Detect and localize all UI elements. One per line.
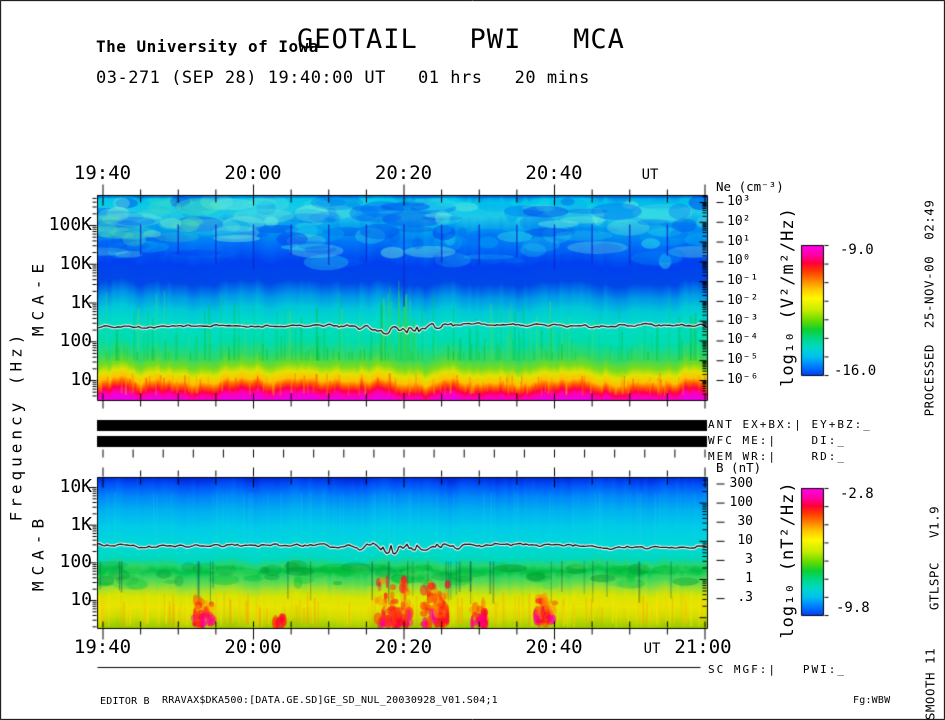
b-tick-label: 30: [737, 513, 753, 529]
freq-tick-label-e: 10: [70, 369, 92, 390]
b-tick-label: .3: [737, 590, 753, 606]
ne-tick-label: 10⁰: [727, 253, 751, 269]
b-tick-label: 1: [745, 571, 753, 586]
status-mem-row: MEM WR:| RD:_: [708, 450, 846, 463]
freq-tick-label-e: 10K: [59, 252, 92, 274]
freq-tick-label-b: 10: [70, 589, 92, 610]
colorbar-b-min: -9.8: [836, 600, 870, 616]
time-tick-label-bottom: 20:40: [525, 636, 583, 658]
freq-tick-label-e: 100K: [48, 214, 92, 235]
smooth-note: SMOOTH 11: [922, 647, 938, 720]
b-tick-label: 3: [745, 551, 753, 567]
freq-tick-label-b: 100: [59, 551, 92, 573]
editor-label: EDITOR B: [100, 696, 150, 707]
ne-tick-label: 10⁻⁴: [727, 332, 759, 348]
ne-tick-label: 10⁻²: [727, 292, 759, 308]
time-tick-label-top: 19:40: [73, 162, 132, 184]
ut-label-bottom: UT: [643, 641, 661, 657]
ne-tick-label: 10¹: [727, 233, 751, 249]
flag-label: Fg:WBW: [853, 695, 891, 706]
page-title: GEOTAIL PWI MCA: [297, 24, 625, 55]
colorbar-e-label: log₁₀ (V²/m²/Hz): [778, 207, 798, 387]
time-tick-label-bottom: 20:20: [374, 636, 433, 658]
b-tick-label: 10: [737, 532, 753, 548]
panel-label-mca-b: MCA-B: [28, 512, 48, 592]
frequency-axis-label: Frequency (Hz): [6, 330, 26, 522]
time-range-subtitle: 03-271 (SEP 28) 19:40:00 UT 01 hrs 20 mi…: [96, 68, 590, 88]
freq-tick-label-b: 1K: [70, 513, 92, 535]
b-axis-header: B (nT): [716, 460, 762, 475]
data-file-path: RRAVAX$DKA500:[DATA.GE.SD]GE_SD_NUL_2003…: [162, 695, 498, 706]
freq-tick-label-b: 10K: [59, 476, 92, 497]
ne-tick-label: 10⁻⁶: [727, 372, 759, 388]
time-tick-label-bottom: 20:00: [224, 636, 282, 658]
status-ant-row: ANT EX+BX:| EY+BZ:_: [708, 418, 872, 431]
processed-note: PROCESSED 25-NOV-00 02:49: [921, 199, 937, 417]
ne-tick-label: 10⁻¹: [727, 273, 759, 289]
colorbar-b-label: log₁₀ (nT²/Hz): [778, 481, 798, 639]
end-time-label: 21:00: [674, 636, 732, 658]
ne-tick-label: 10²: [727, 213, 751, 229]
time-tick-label-top: 20:00: [224, 162, 282, 184]
colorbar-e-min: -16.0: [834, 363, 877, 379]
ut-label-top: UT: [641, 167, 659, 183]
panel-label-mca-e: MCA-E: [28, 257, 48, 337]
colorbar-e-max: -9.0: [840, 242, 874, 258]
time-tick-label-top: 20:20: [374, 162, 433, 184]
ne-tick-label: 10³: [727, 194, 751, 209]
ne-tick-label: 10⁻³: [727, 312, 759, 328]
b-tick-label: 100: [729, 494, 753, 510]
version-note: GTLSPC V1.9: [926, 505, 942, 611]
freq-tick-label-e: 100: [59, 330, 92, 352]
ne-tick-label: 10⁻⁵: [727, 352, 759, 368]
institution-label: The University of Iowa: [96, 37, 319, 56]
status-wfc-row: WFC ME:| DI:_: [708, 434, 846, 447]
b-tick-label: 300: [729, 475, 753, 491]
freq-tick-label-e: 1K: [70, 291, 92, 313]
ne-axis-header: Ne (cm⁻³): [716, 179, 784, 194]
status-sc-row: SC MGF:| PWI:_: [708, 663, 846, 676]
time-tick-label-top: 20:40: [525, 162, 583, 184]
colorbar-b-max: -2.8: [840, 486, 874, 502]
time-tick-label-bottom: 19:40: [73, 636, 132, 658]
